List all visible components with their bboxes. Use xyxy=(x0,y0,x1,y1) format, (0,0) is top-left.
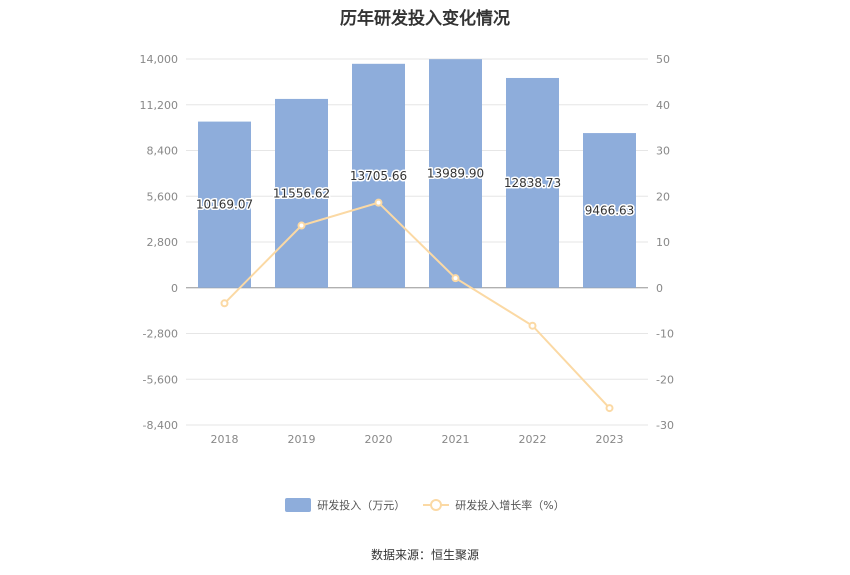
legend-line-label: 研发投入增长率（%） xyxy=(455,499,565,512)
growth-rate-point-2021 xyxy=(451,274,460,283)
bar-data-label: 10169.07 xyxy=(196,198,253,212)
legend-bar-swatch xyxy=(285,498,312,512)
x-tick-label: 2023 xyxy=(596,433,624,446)
legend-item-line[interactable]: 研发投入增长率（%） xyxy=(423,497,565,513)
legend-line-swatch xyxy=(423,498,450,512)
y-left-tick-label: 8,400 xyxy=(147,145,179,158)
y-right-tick-label: -30 xyxy=(656,419,674,432)
bar-2021 xyxy=(429,59,482,288)
bar-2020 xyxy=(352,63,405,288)
y-right-tick-label: 30 xyxy=(656,145,670,158)
bar-2019 xyxy=(275,98,328,288)
bar-data-label: 9466.63 xyxy=(585,203,635,217)
y-right-tick-label: 10 xyxy=(656,236,670,249)
y-right-tick-label: 40 xyxy=(656,99,670,112)
y-right-tick-label: 0 xyxy=(656,282,663,295)
bar-2023 xyxy=(583,133,636,288)
x-tick-label: 2020 xyxy=(365,433,393,446)
y-left-tick-label: 11,200 xyxy=(140,99,179,112)
x-tick-label: 2019 xyxy=(288,433,316,446)
y-left-tick-label: 14,000 xyxy=(140,53,179,66)
bar-2018 xyxy=(198,121,251,288)
legend-bar-label: 研发投入（万元） xyxy=(317,499,406,512)
growth-rate-point-2022 xyxy=(528,321,537,330)
chart-title: 历年研发投入变化情况 xyxy=(340,9,510,29)
y-right-tick-label: -20 xyxy=(656,373,674,386)
legend-item-bar[interactable]: 研发投入（万元） xyxy=(285,497,405,513)
y-right-tick-label: -10 xyxy=(656,328,674,341)
y-left-tick-label: -8,400 xyxy=(143,419,178,432)
y-right-tick-label: 50 xyxy=(656,53,670,66)
y-left-tick-label: 5,600 xyxy=(147,190,179,203)
x-tick-label: 2021 xyxy=(442,433,470,446)
x-tick-label: 2018 xyxy=(211,433,239,446)
y-left-tick-label: -5,600 xyxy=(143,373,178,386)
y-left-tick-label: 2,800 xyxy=(147,236,179,249)
bar-data-label: 13989.90 xyxy=(427,166,484,180)
chart-svg: 14,000 50 11,200 40 8,400 30 5,600 20 2,800 10 0 0 -… xyxy=(140,53,674,446)
data-source: 数据来源：恒生聚源 xyxy=(370,548,479,562)
legend-line-marker xyxy=(430,499,443,511)
growth-rate-point-2018 xyxy=(220,299,229,308)
x-tick-label: 2022 xyxy=(519,433,547,446)
growth-rate-line xyxy=(223,201,611,409)
growth-rate-point-2023 xyxy=(605,404,614,413)
bar-data-label: 12838.73 xyxy=(504,176,561,190)
y-left-tick-label: -2,800 xyxy=(143,328,178,341)
y-right-tick-label: 20 xyxy=(656,190,670,203)
y-left-tick-label: 0 xyxy=(171,282,178,295)
bar-data-label: 11556.62 xyxy=(273,186,330,200)
growth-rate-point-2019 xyxy=(297,221,306,230)
bar-2022 xyxy=(506,77,559,288)
bar-data-label: 13705.66 xyxy=(350,169,407,183)
growth-rate-point-2020 xyxy=(374,198,383,207)
legend: 研发投入（万元） 研发投入增长率（%） xyxy=(0,497,850,513)
